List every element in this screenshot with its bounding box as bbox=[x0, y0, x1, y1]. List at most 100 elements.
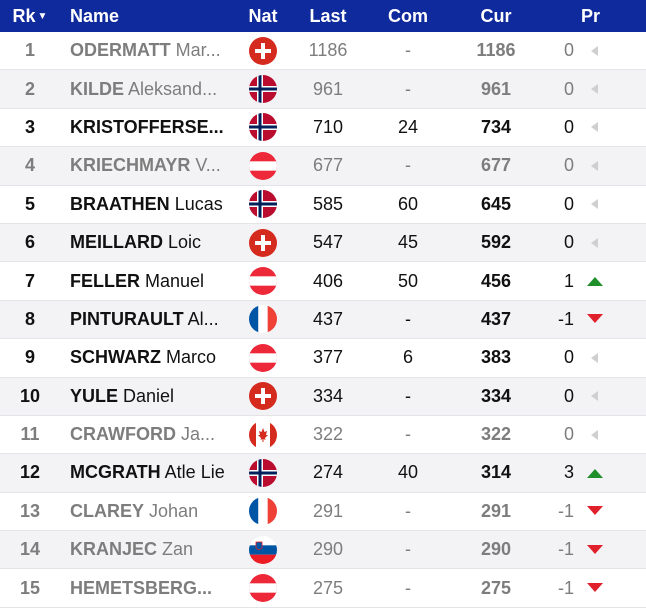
trend-steady-icon bbox=[586, 237, 604, 249]
table-row[interactable]: 12 MCGRATH Atle Lie 274 40 314 3 bbox=[0, 454, 646, 493]
last-points: 334 bbox=[312, 385, 344, 406]
trend-down-icon bbox=[586, 582, 604, 594]
current-points: 734 bbox=[480, 116, 512, 137]
table-row[interactable]: 8 PINTURAULT Al... 437 - 437 -1 bbox=[0, 300, 646, 340]
position-change: 0 bbox=[544, 40, 614, 61]
header-cur[interactable]: Cur bbox=[480, 5, 512, 26]
rank-cell: 13 bbox=[19, 500, 41, 521]
athlete-surname: KILDE bbox=[70, 78, 124, 99]
race-points: - bbox=[405, 577, 411, 598]
race-points: 60 bbox=[397, 193, 419, 214]
last-points: 377 bbox=[312, 347, 344, 368]
athlete-name[interactable]: KRISTOFFERSE... bbox=[60, 117, 238, 138]
athlete-name[interactable]: CRAWFORD Ja... bbox=[60, 424, 238, 445]
current-points: 645 bbox=[480, 193, 512, 214]
athlete-surname: HEMETSBERG... bbox=[70, 577, 213, 598]
athlete-name[interactable]: KILDE Aleksand... bbox=[60, 79, 238, 100]
header-nat[interactable]: Nat bbox=[248, 5, 278, 26]
last-points: 585 bbox=[312, 193, 344, 214]
position-change: -1 bbox=[544, 539, 614, 560]
athlete-name[interactable]: SCHWARZ Marco bbox=[60, 347, 238, 368]
race-points: - bbox=[405, 539, 411, 560]
trend-steady-icon bbox=[586, 160, 604, 172]
position-change-value: 0 bbox=[563, 40, 574, 61]
table-row[interactable]: 14 KRANJEC Zan 290 - 290 -1 bbox=[0, 531, 646, 570]
last-points: 291 bbox=[312, 500, 344, 521]
nation-flag-icon bbox=[238, 190, 288, 219]
header-last[interactable]: Last bbox=[309, 5, 347, 26]
position-change: 3 bbox=[544, 462, 614, 483]
position-change: 0 bbox=[544, 347, 614, 368]
table-body: 1 ODERMATT Mar... 1186 - 11 8 6 0 2 KILDE Aleksan… bbox=[0, 32, 646, 608]
athlete-surname: BRAATHEN bbox=[70, 193, 170, 214]
table-row[interactable]: 13 CLAREY Johan 291 - 291 -1 bbox=[0, 493, 646, 532]
table-row[interactable]: 1 ODERMATT Mar... 1186 - 1186 0 bbox=[0, 32, 646, 71]
nation-flag-icon bbox=[238, 228, 288, 257]
athlete-name[interactable]: BRAATHEN Lucas bbox=[60, 194, 238, 215]
athlete-name[interactable]: ODERMATT Mar... bbox=[60, 40, 238, 61]
athlete-surname: FELLER bbox=[70, 270, 140, 291]
table-row[interactable]: 7 FELLER Manuel 406 50 456 1 bbox=[0, 262, 646, 301]
header-rank[interactable]: Rk ▼ bbox=[0, 6, 60, 27]
race-points: 45 bbox=[397, 232, 419, 253]
table-row[interactable]: 10 YULE Daniel 334 - 334 0 bbox=[0, 377, 646, 416]
rank-cell: 12 bbox=[19, 462, 41, 483]
last-points: 1186 bbox=[308, 40, 348, 61]
table-row[interactable]: 2 KILDE Aleksand... 961 - 961 0 bbox=[0, 70, 646, 109]
rank-cell: 3 bbox=[24, 116, 35, 137]
position-change: -1 bbox=[544, 501, 614, 522]
table-row[interactable]: 3 KRISTOFFERSE... 710 24 734 0 bbox=[0, 109, 646, 148]
position-change-value: 0 bbox=[563, 347, 574, 368]
nation-flag-icon bbox=[238, 574, 288, 603]
header-com[interactable]: Com bbox=[388, 5, 428, 26]
rank-cell: 8 bbox=[24, 308, 35, 329]
trend-steady-icon bbox=[586, 429, 604, 441]
trend-up-icon bbox=[586, 467, 604, 479]
athlete-name[interactable]: KRIECHMAYR V... bbox=[60, 155, 238, 176]
athlete-name[interactable]: PINTURAULT Al... bbox=[60, 309, 238, 330]
athlete-given-name: V... bbox=[195, 155, 221, 176]
position-change-value: 3 bbox=[563, 462, 574, 483]
table-row[interactable]: 6 MEILLARD Loic 547 45 592 0 bbox=[0, 223, 646, 263]
race-points: - bbox=[405, 424, 411, 445]
header-name[interactable]: Name bbox=[70, 5, 120, 26]
trend-up-icon bbox=[586, 275, 604, 287]
table-row[interactable]: 11 CRAWFORD Ja... 322 - 322 0 bbox=[0, 416, 646, 455]
nation-flag-icon bbox=[238, 382, 288, 411]
rank-cell: 11 bbox=[20, 424, 40, 445]
rank-cell: 9 bbox=[24, 347, 35, 368]
athlete-name[interactable]: MEILLARD Loic bbox=[60, 232, 238, 253]
athlete-given-name: Marco bbox=[166, 347, 217, 368]
position-change: 0 bbox=[544, 117, 614, 138]
current-points: 437 bbox=[480, 308, 512, 329]
table-row[interactable]: 4 KRIECHMAYR V... 677 - 677 0 bbox=[0, 147, 646, 186]
position-change-value: 1 bbox=[563, 270, 574, 291]
athlete-surname: ODERMATT bbox=[70, 40, 171, 61]
athlete-given-name: Aleksand... bbox=[128, 78, 218, 99]
position-change-value: 0 bbox=[563, 193, 574, 214]
athlete-surname: KRANJEC bbox=[70, 539, 158, 560]
trend-down-icon bbox=[586, 544, 604, 556]
current-points: 456 bbox=[480, 270, 512, 291]
athlete-name[interactable]: KRANJEC Zan bbox=[60, 539, 238, 560]
athlete-name[interactable]: MCGRATH Atle Lie bbox=[60, 462, 238, 483]
table-row[interactable]: 9 SCHWARZ Marco 377 6 383 0 bbox=[0, 339, 646, 378]
table-row[interactable]: 5 BRAATHEN Lucas 585 60 645 0 bbox=[0, 186, 646, 224]
athlete-given-name: Atle Lie bbox=[164, 462, 225, 483]
position-change: 0 bbox=[544, 79, 614, 100]
athlete-name[interactable]: CLAREY Johan bbox=[60, 501, 238, 522]
table-row[interactable]: 15 HEMETSBERG... 275 - 275 -1 bbox=[0, 569, 646, 608]
nation-flag-icon bbox=[238, 343, 288, 372]
athlete-name[interactable]: YULE Daniel bbox=[60, 386, 238, 407]
race-points: - bbox=[405, 40, 411, 61]
current-points: 592 bbox=[480, 232, 512, 253]
nation-flag-icon bbox=[238, 458, 288, 487]
position-change: -1 bbox=[544, 578, 614, 599]
position-change: 0 bbox=[544, 424, 614, 445]
trend-steady-icon bbox=[586, 83, 604, 95]
position-change-value: -1 bbox=[557, 539, 574, 560]
athlete-name[interactable]: HEMETSBERG... bbox=[60, 578, 238, 599]
rank-cell: 14 bbox=[19, 539, 41, 560]
header-pr[interactable]: Pr bbox=[580, 5, 600, 26]
athlete-name[interactable]: FELLER Manuel bbox=[60, 271, 238, 292]
